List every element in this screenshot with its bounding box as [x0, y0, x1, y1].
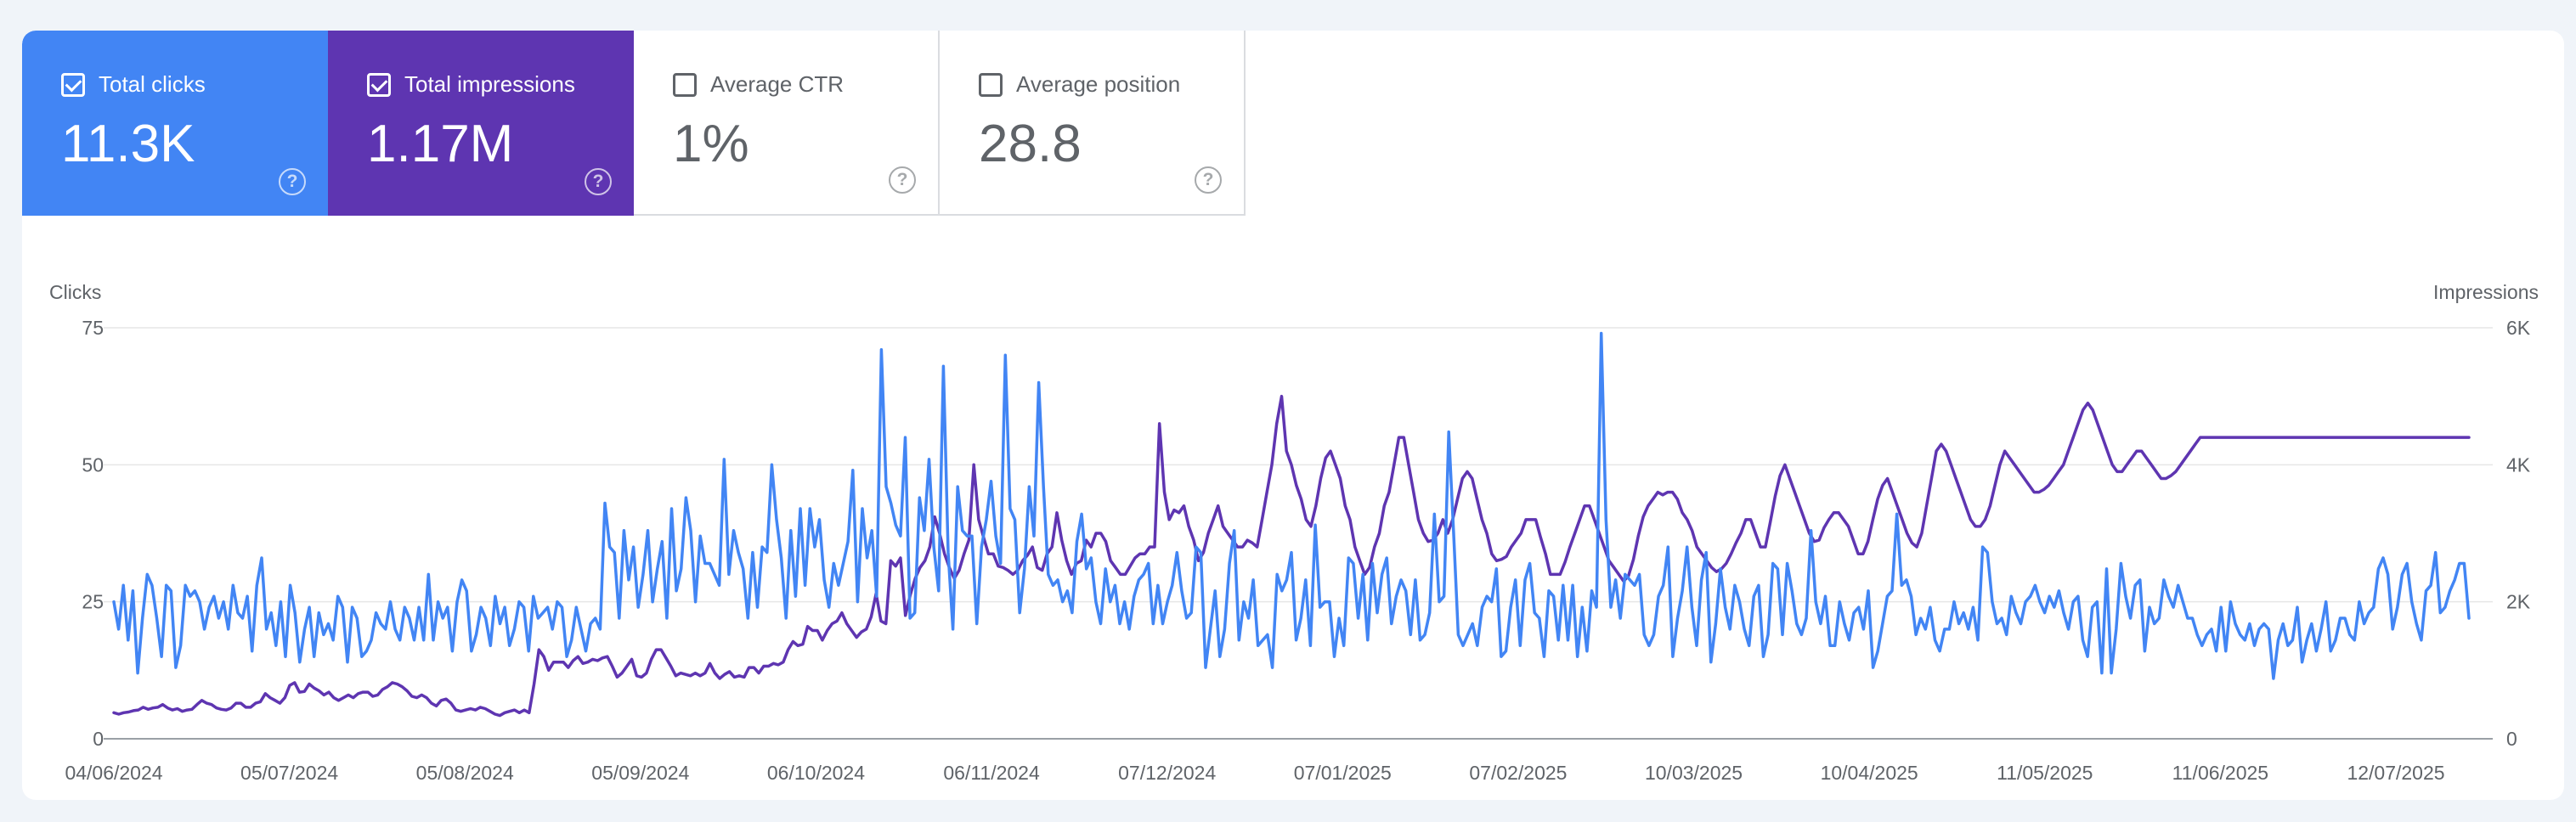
x-tick-label: 11/05/2025	[1997, 762, 2093, 784]
left-tick-label: 25	[82, 591, 104, 613]
x-tick-label: 11/06/2025	[2172, 762, 2268, 784]
right-axis-title: Impressions	[2433, 281, 2539, 303]
x-tick-label: 10/04/2025	[1821, 762, 1918, 784]
left-axis-title: Clicks	[49, 281, 101, 303]
checkbox-unchecked-icon[interactable]	[979, 72, 1003, 97]
x-tick-label: 05/09/2024	[591, 762, 689, 784]
metric-label: Total clicks	[99, 71, 206, 97]
help-icon[interactable]: ?	[889, 166, 916, 194]
chart-series	[112, 331, 2471, 718]
series-line-impressions	[112, 394, 2471, 718]
metric-value: 28.8	[979, 115, 1082, 173]
series-line-clicks	[112, 331, 2471, 680]
left-tick-label: 50	[82, 453, 104, 476]
x-tick-label: 07/01/2025	[1294, 762, 1392, 784]
metric-value: 1%	[673, 115, 749, 173]
metric-label: Average position	[1016, 71, 1181, 97]
metric-tile-total-clicks[interactable]: Total clicks 11.3K ?	[22, 31, 328, 216]
x-tick-label: 05/08/2024	[416, 762, 514, 784]
metric-value: 1.17M	[367, 115, 514, 173]
metric-tiles: Total clicks 11.3K ? Total impressions 1…	[22, 31, 1246, 216]
x-tick-label: 06/11/2024	[943, 762, 1040, 784]
x-tick-label: 10/03/2025	[1645, 762, 1743, 784]
left-tick-label: 75	[82, 317, 104, 339]
chart-svg[interactable]: Clicks Impressions 0 0 25 2K 50 4K 75 6K 04/06/2…	[22, 226, 2564, 800]
checkbox-checked-icon[interactable]	[61, 72, 85, 97]
right-tick-label: 0	[2506, 728, 2517, 750]
x-tick-label: 06/10/2024	[767, 762, 865, 784]
x-tick-label: 07/02/2025	[1469, 762, 1567, 784]
metric-tile-average-position[interactable]: Average position 28.8 ?	[940, 31, 1246, 216]
metric-tile-total-impressions[interactable]: Total impressions 1.17M ?	[328, 31, 634, 216]
right-tick-label: 6K	[2506, 317, 2531, 339]
x-tick-label: 05/07/2024	[240, 762, 338, 784]
x-tick-label: 04/06/2024	[65, 762, 162, 784]
chart-gridlines	[104, 327, 2493, 740]
metric-label: Average CTR	[710, 71, 845, 97]
help-icon[interactable]: ?	[1195, 166, 1222, 194]
help-icon[interactable]: ?	[585, 168, 612, 195]
metric-value: 11.3K	[61, 115, 195, 173]
chart-tick-labels: 0 0 25 2K 50 4K 75 6K 04/06/2024 05/07/2024 05/08/…	[65, 317, 2530, 784]
checkbox-unchecked-icon[interactable]	[673, 72, 697, 97]
x-tick-label: 12/07/2025	[2347, 762, 2444, 784]
right-tick-label: 2K	[2506, 591, 2531, 613]
right-tick-label: 4K	[2506, 453, 2531, 476]
help-icon[interactable]: ?	[279, 168, 306, 195]
metric-label: Total impressions	[404, 71, 575, 97]
checkbox-checked-icon[interactable]	[367, 72, 391, 97]
x-tick-label: 07/12/2024	[1118, 762, 1216, 784]
performance-card: Total clicks 11.3K ? Total impressions 1…	[22, 31, 2564, 800]
left-tick-label: 0	[93, 728, 104, 750]
metric-tile-average-ctr[interactable]: Average CTR 1% ?	[634, 31, 940, 216]
performance-chart[interactable]: Clicks Impressions 0 0 25 2K 50 4K 75 6K 04/06/2…	[22, 226, 2564, 800]
